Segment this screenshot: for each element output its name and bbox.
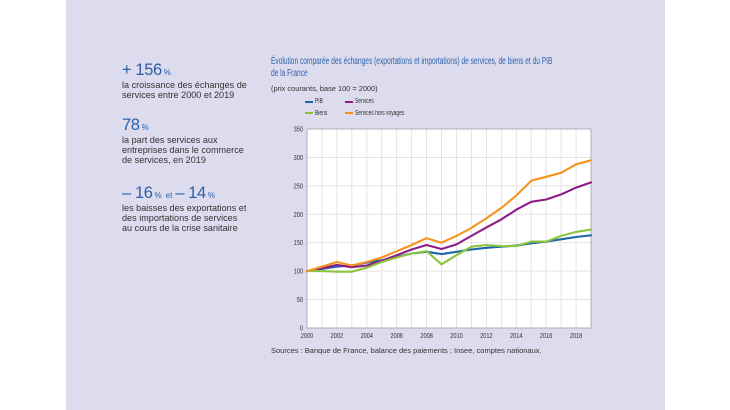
stat-number: – 16 [122, 184, 153, 202]
legend-label: Services [355, 98, 374, 106]
legend-label: PIB [315, 98, 323, 106]
stat-description-line: les baisses des exportations et [122, 203, 247, 214]
series-line-biens [305, 228, 593, 273]
x-tick-label: 2012 [480, 332, 493, 340]
stat-number: + 156 [122, 60, 162, 79]
x-tick-label: 2004 [361, 332, 374, 340]
y-tick-label: 100 [294, 268, 304, 276]
x-tick-label: 2016 [540, 332, 553, 340]
legend-item-biens: Biens [305, 108, 345, 120]
stat-description-line: des importations de services [122, 213, 238, 224]
plot-border [306, 128, 592, 329]
x-tick-label: 2014 [510, 332, 523, 340]
legend-item-pib: PIB [305, 96, 345, 108]
stat-growth-value: + 156% [122, 60, 171, 81]
chart-subtitle: (prix courants, base 100 = 2000) [271, 84, 378, 93]
chart-legend: PIB Services Biens Services hors voyages [305, 96, 445, 119]
series-line-services-hors-voyages [305, 159, 593, 273]
legend-label: Services hors voyages [355, 109, 405, 117]
y-tick-label: 250 [294, 183, 304, 191]
stat-description-line: de services, en 2019 [122, 155, 206, 165]
x-tick-label: 2018 [570, 332, 583, 340]
chart-title: Évolution comparée des échanges (exporta… [271, 56, 552, 80]
stat-decline-value: – 16% et – 14% [122, 185, 215, 204]
stat-description-line: services entre 2000 et 2019 [122, 90, 235, 100]
stat-growth-description: la croissance des échanges de services e… [122, 80, 247, 100]
x-tick-label: 2000 [301, 332, 314, 340]
x-tick-label: 2002 [331, 332, 344, 340]
chart-title-line: Évolution comparée des échanges (exporta… [271, 56, 553, 67]
stat-unit: % [154, 191, 162, 200]
stat-unit: % [207, 191, 215, 200]
y-tick-label: 350 [294, 126, 304, 134]
legend-swatch-pib [305, 100, 313, 103]
chart-source: Sources : Banque de France, balance des … [271, 346, 542, 355]
y-tick-label: 50 [297, 296, 304, 304]
stat-description-line: la part des services aux [122, 135, 218, 145]
legend-swatch-services-hors-voyages [345, 112, 353, 115]
gridlines [307, 129, 591, 328]
stat-unit: % [163, 67, 171, 77]
x-tick-label: 2008 [420, 332, 433, 340]
stat-description-line: au cours de la crise sanitaire [122, 223, 238, 234]
stat-number-secondary: – 14 [175, 184, 206, 202]
plot-area [307, 129, 591, 328]
stat-conjunction: et [165, 191, 173, 200]
stat-description-line: la croissance des échanges de [122, 80, 247, 90]
y-tick-label: 150 [294, 240, 304, 248]
stat-share-description: la part des services aux entreprises dan… [122, 135, 244, 165]
y-tick-label: 200 [294, 211, 304, 219]
legend-swatch-services [345, 100, 353, 103]
y-tick-label: 300 [294, 154, 304, 162]
stat-decline-description: les baisses des exportations et des impo… [122, 203, 246, 233]
legend-item-services-hors-voyages: Services hors voyages [345, 108, 445, 120]
stat-number: 78 [122, 115, 140, 134]
x-tick-label: 2006 [390, 332, 403, 340]
stat-description-line: entreprises dans le commerce [122, 145, 244, 155]
legend-item-services: Services [345, 96, 445, 108]
legend-label: Biens [315, 109, 328, 117]
y-tick-label: 0 [300, 325, 303, 333]
stat-share-value: 78% [122, 115, 149, 136]
chart-title-line: de la France [271, 68, 308, 79]
series-line-services [305, 181, 593, 273]
legend-swatch-biens [305, 112, 313, 115]
stat-unit: % [141, 122, 149, 132]
x-tick-label: 2010 [450, 332, 463, 340]
series-lines [305, 159, 593, 273]
